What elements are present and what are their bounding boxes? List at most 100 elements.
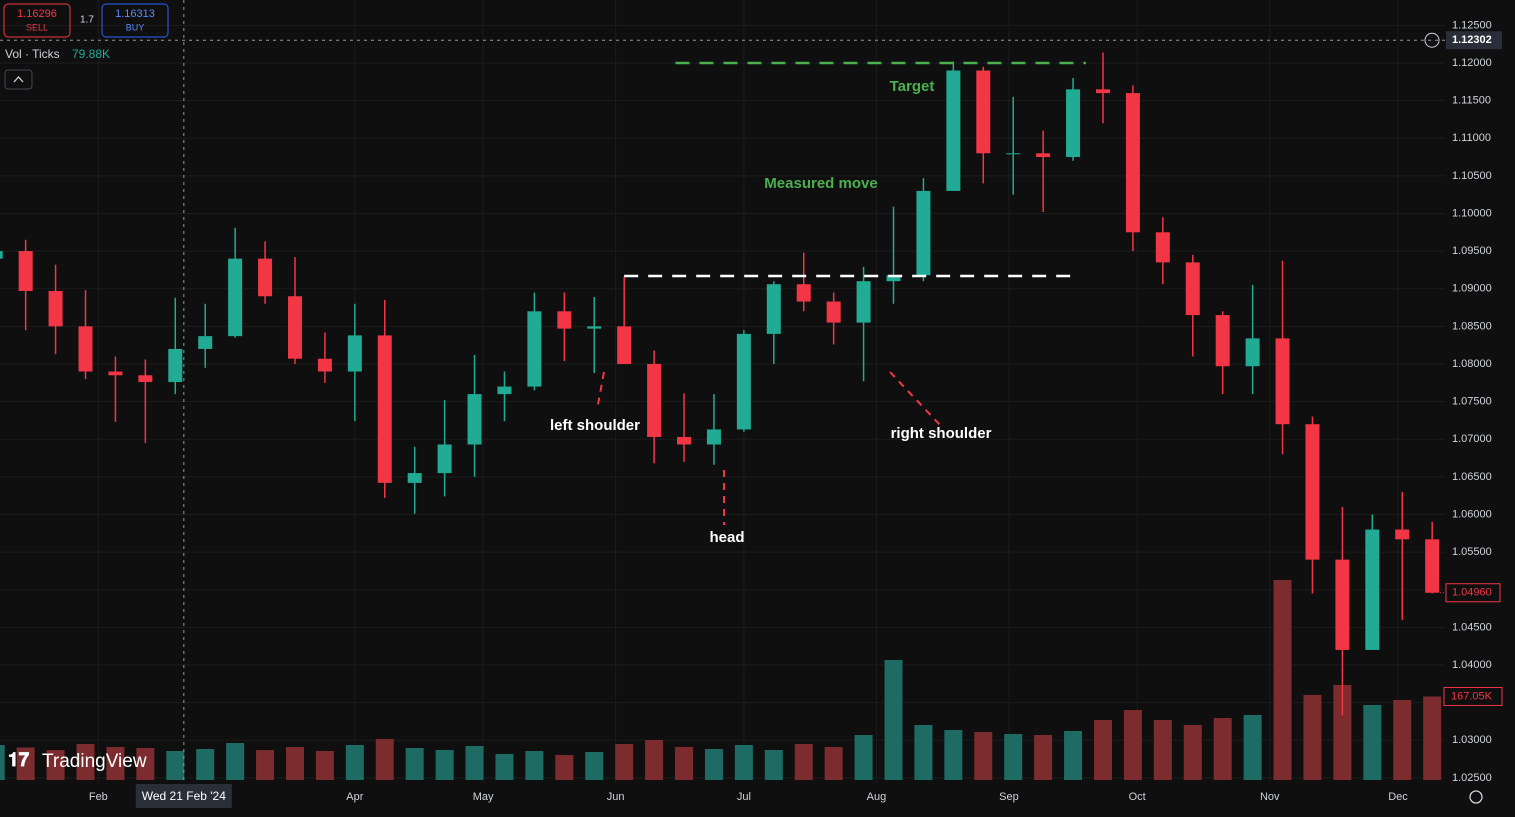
volume-bar xyxy=(1423,696,1442,780)
y-tick-label: 1.06000 xyxy=(1452,508,1492,520)
candle-body xyxy=(1095,89,1110,94)
volume-bar xyxy=(1273,580,1292,780)
volume-bar xyxy=(734,745,753,780)
y-tick-label: 1.09500 xyxy=(1452,245,1492,257)
candle-body xyxy=(886,275,901,282)
x-tick-label: Nov xyxy=(1260,791,1280,803)
indicator-name: Vol · Ticks xyxy=(5,47,60,61)
volume-bar xyxy=(675,747,694,780)
indicator-value: 79.88K xyxy=(72,47,110,61)
candle-body xyxy=(1425,539,1440,593)
candle-body xyxy=(407,473,422,483)
candle-body xyxy=(856,281,871,323)
sell-price: 1.16296 xyxy=(17,8,57,20)
last-price-box xyxy=(1445,583,1501,603)
y-tick-label: 1.11500 xyxy=(1452,95,1491,107)
candle-body xyxy=(796,284,811,302)
x-tick-label: Aug xyxy=(867,791,887,803)
volume-bar xyxy=(166,751,185,780)
crosshair-date: Wed 21 Feb '24 xyxy=(142,789,226,803)
candle-body xyxy=(317,358,332,372)
x-tick-label: Apr xyxy=(346,791,363,803)
y-tick-label: 1.07500 xyxy=(1452,396,1492,408)
candle-body xyxy=(1245,338,1260,367)
collapse-button[interactable] xyxy=(4,69,33,90)
candle-body xyxy=(1185,262,1200,316)
settings-icon[interactable] xyxy=(1469,790,1483,804)
pointer xyxy=(596,371,605,411)
annotation: Target xyxy=(890,78,935,95)
candle-body xyxy=(946,70,961,191)
buy-label: BUY xyxy=(126,22,145,32)
volume-bar xyxy=(585,752,604,780)
add-alert-icon xyxy=(1424,32,1440,48)
buy-button[interactable] xyxy=(101,3,169,38)
y-tick-label: 1.08000 xyxy=(1452,358,1492,370)
candle-body xyxy=(1215,315,1230,367)
candle-body xyxy=(0,251,3,259)
y-tick-label: 1.09000 xyxy=(1452,283,1492,295)
volume-bar xyxy=(944,730,963,780)
crosshair-price-box xyxy=(1446,31,1502,50)
candle-body xyxy=(198,336,213,349)
candle-body xyxy=(108,371,123,376)
candle-body xyxy=(826,301,841,323)
x-tick-label: Jul xyxy=(737,791,751,803)
volume-bar xyxy=(555,755,574,780)
volume-bar xyxy=(854,735,873,780)
volume-bar xyxy=(974,732,993,780)
candle-body xyxy=(1335,559,1350,650)
logo-mark: 𝟏𝟕 xyxy=(8,750,30,771)
volume-bar xyxy=(495,754,514,780)
candle-body xyxy=(78,326,93,372)
volume-bar xyxy=(136,748,155,780)
volume-bar xyxy=(226,743,245,780)
candle-body xyxy=(1066,89,1081,158)
candle-body xyxy=(736,333,751,430)
volume-bar xyxy=(1303,695,1322,780)
volume-bar xyxy=(106,747,125,780)
x-tick-label: May xyxy=(473,791,494,803)
volume-bar xyxy=(1004,734,1023,780)
y-tick-label: 1.10000 xyxy=(1452,207,1492,219)
volume-bar xyxy=(1363,705,1382,780)
volume-bar xyxy=(794,744,813,780)
volume-bar xyxy=(1183,725,1202,780)
volume-bar xyxy=(46,750,65,780)
candle-body xyxy=(1275,338,1290,425)
volume-bar xyxy=(375,739,394,780)
volume-bar xyxy=(1064,731,1083,780)
y-tick-label: 1.11000 xyxy=(1452,132,1491,144)
candle-body xyxy=(347,335,362,372)
candle-body xyxy=(647,363,662,437)
volume-bar xyxy=(1153,720,1172,780)
candle-body xyxy=(1395,529,1410,540)
volume-bar xyxy=(1034,735,1053,780)
buy-price: 1.16313 xyxy=(115,8,155,20)
annotation: left shoulder xyxy=(550,417,640,434)
y-tick-label: 1.10500 xyxy=(1452,170,1492,182)
y-tick-label: 1.12000 xyxy=(1452,57,1492,69)
candle-body xyxy=(916,190,931,276)
x-tick-label: Dec xyxy=(1388,791,1408,803)
candle-body xyxy=(168,348,183,383)
collapse-icon xyxy=(13,76,24,83)
annotation: head xyxy=(709,529,744,546)
volume-bar xyxy=(764,750,783,780)
spread: 1.7 xyxy=(80,15,94,26)
candle-body xyxy=(228,258,243,337)
candle-body xyxy=(677,436,692,445)
volume-bar xyxy=(1093,720,1112,780)
candle-body xyxy=(48,290,63,327)
candle-body xyxy=(377,335,392,483)
sell-button[interactable] xyxy=(3,3,71,38)
candle-body xyxy=(1155,232,1170,263)
candle-body xyxy=(287,296,302,359)
volume-bar xyxy=(76,744,95,780)
volume-bar xyxy=(1123,710,1142,780)
candle-body xyxy=(527,311,542,387)
candle-body xyxy=(18,251,33,291)
candle-body xyxy=(258,258,273,297)
volume-bar xyxy=(285,747,304,780)
